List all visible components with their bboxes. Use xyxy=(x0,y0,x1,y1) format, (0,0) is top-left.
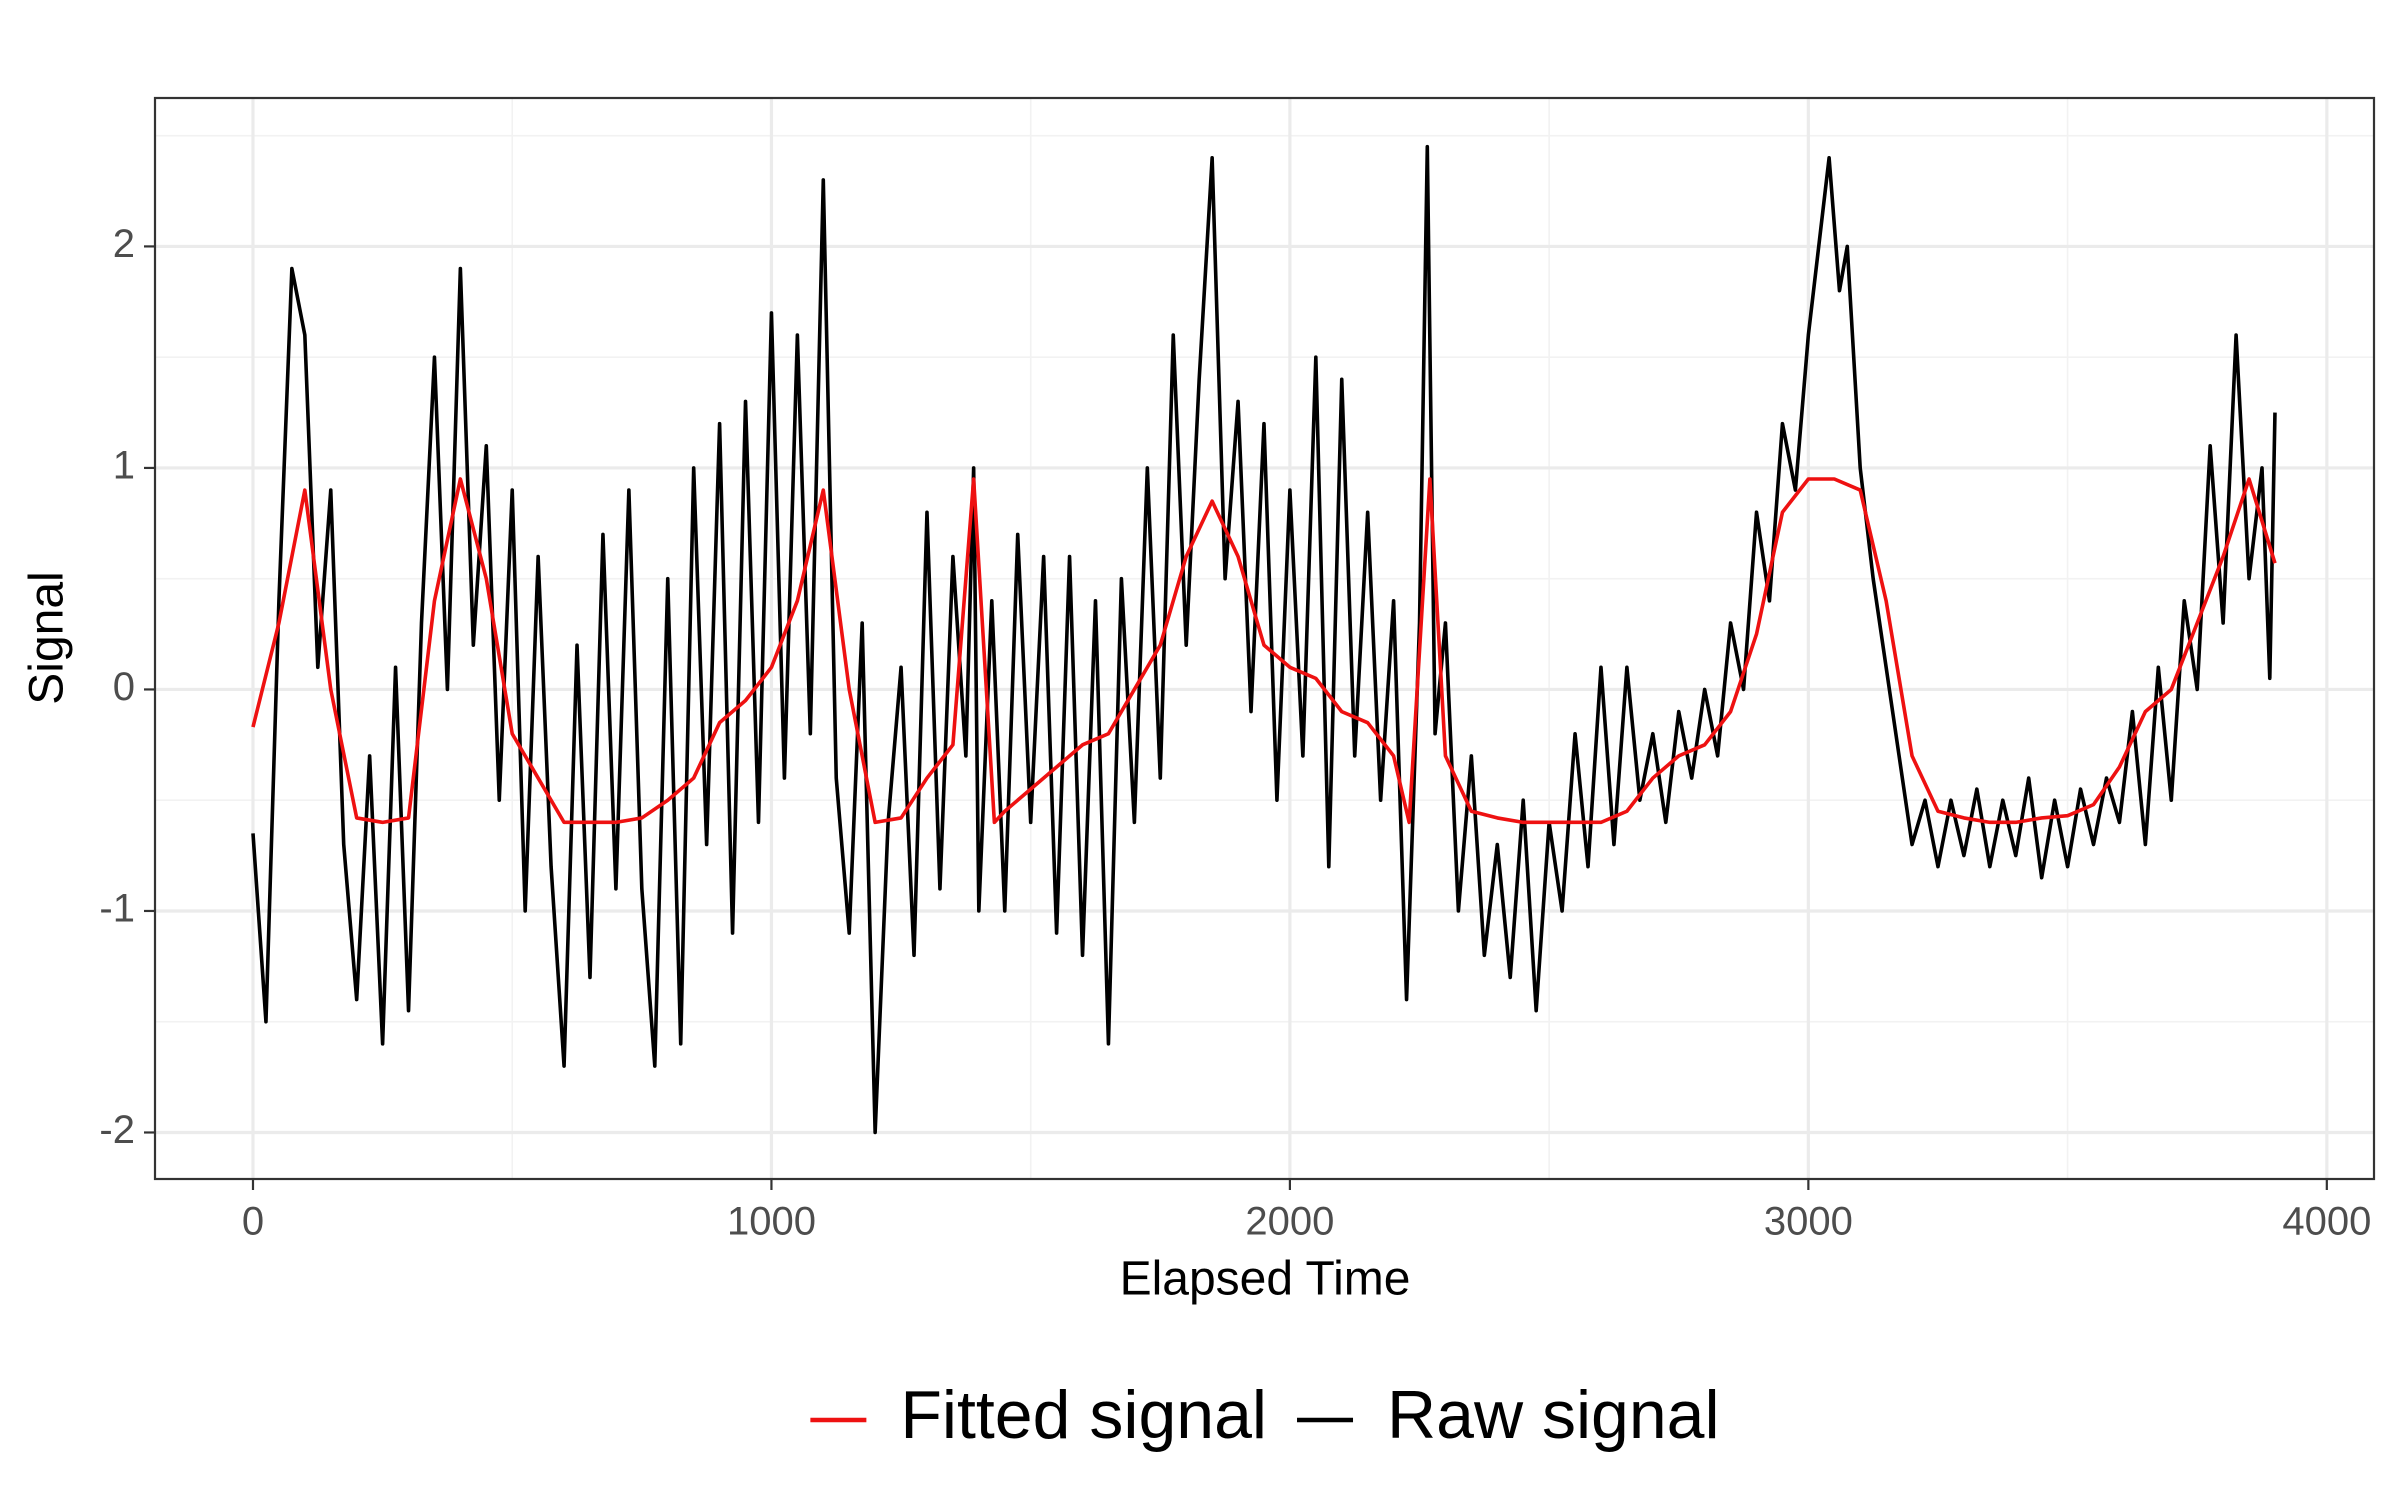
x-axis-title: Elapsed Time xyxy=(1120,1253,1411,1306)
series-line xyxy=(251,477,2277,825)
x-tick-label: 0 xyxy=(242,1200,264,1244)
y-tick-label: 2 xyxy=(113,222,135,266)
y-tick-label: 1 xyxy=(113,443,135,487)
x-tick-label: 3000 xyxy=(1764,1200,1853,1244)
legend-label: Fitted signal xyxy=(900,1377,1267,1453)
y-tick-label: -1 xyxy=(99,887,135,931)
x-tick-label: 1000 xyxy=(727,1200,816,1244)
y-tick-label: 0 xyxy=(113,665,135,709)
y-tick-label: -2 xyxy=(99,1108,135,1152)
x-tick-label: 2000 xyxy=(1245,1200,1334,1244)
panel-border xyxy=(153,96,2376,1181)
x-tick-label: 4000 xyxy=(2282,1200,2371,1244)
legend-label: Raw signal xyxy=(1387,1377,1720,1453)
series-line xyxy=(251,144,2277,1135)
y-axis-title: Signal xyxy=(21,571,74,704)
